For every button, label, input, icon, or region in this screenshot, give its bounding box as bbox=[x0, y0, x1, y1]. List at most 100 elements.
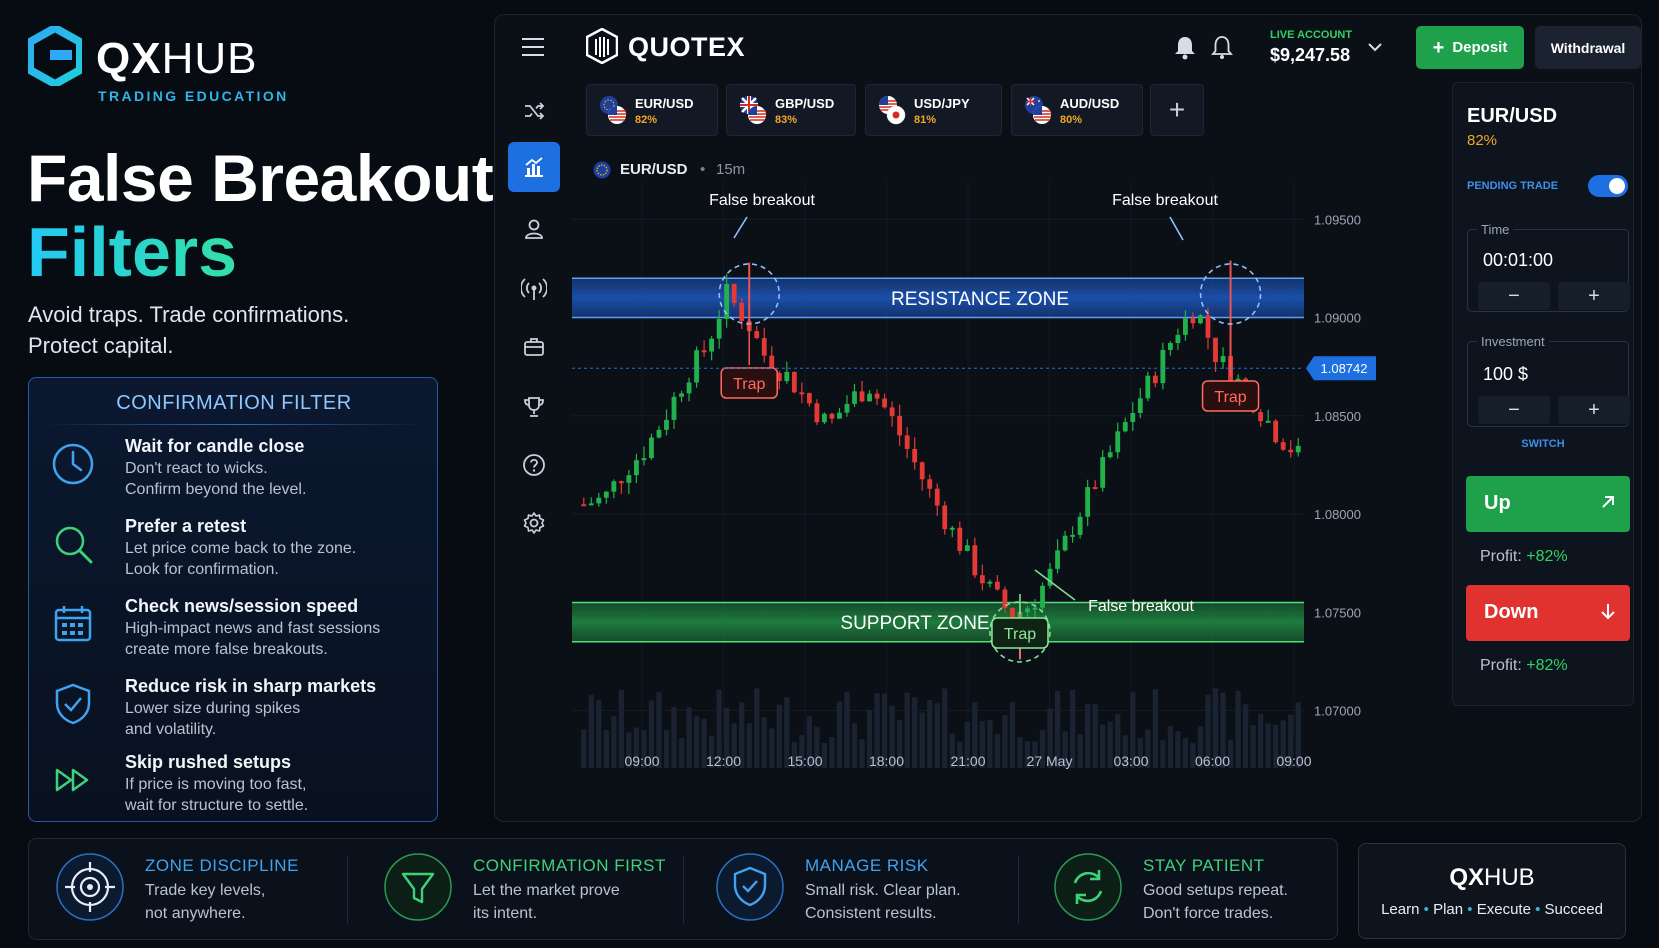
principle-text: Trade key levels, bbox=[145, 882, 266, 899]
sidebar-item-portfolio[interactable] bbox=[508, 322, 560, 372]
withdrawal-button[interactable]: Withdrawal bbox=[1535, 26, 1641, 69]
chart-icon bbox=[525, 157, 543, 177]
filter-heading: Wait for candle close bbox=[125, 436, 305, 456]
chart-timeframe[interactable]: 15m bbox=[716, 161, 746, 178]
candle bbox=[919, 462, 925, 480]
volume-bar bbox=[618, 689, 624, 768]
volume-bar bbox=[693, 715, 700, 768]
switch-button[interactable]: SWITCH bbox=[1521, 438, 1565, 450]
account-balance[interactable]: $9,247.58 bbox=[1270, 45, 1351, 65]
volume-bar bbox=[1182, 737, 1189, 768]
candle bbox=[979, 575, 985, 584]
volume-bar bbox=[784, 697, 790, 768]
refresh-icon bbox=[1054, 853, 1122, 921]
volume-bar bbox=[596, 700, 602, 768]
qx-hub-logo-icon bbox=[28, 26, 82, 86]
trap-label: Trap bbox=[1201, 380, 1260, 412]
down-button[interactable]: Down bbox=[1466, 585, 1630, 641]
volume-bar bbox=[1137, 738, 1143, 768]
signals-bell-icon[interactable] bbox=[1173, 34, 1197, 60]
candle bbox=[754, 331, 760, 339]
candle bbox=[664, 419, 669, 430]
volume-bar bbox=[1273, 724, 1279, 768]
sidebar-item-help[interactable] bbox=[508, 440, 560, 490]
candle bbox=[1077, 516, 1083, 535]
volume-bar bbox=[1062, 731, 1068, 768]
volume-bar bbox=[603, 730, 609, 768]
time-plus-button[interactable]: + bbox=[1558, 282, 1630, 310]
chevron-down-icon[interactable] bbox=[1368, 42, 1382, 52]
time-minus-button[interactable]: − bbox=[1478, 282, 1550, 310]
add-tab-button[interactable]: + bbox=[1150, 84, 1204, 136]
volume-bar bbox=[1205, 694, 1211, 768]
investment-minus-button[interactable]: − bbox=[1478, 396, 1550, 424]
candle bbox=[1295, 445, 1301, 453]
candle bbox=[1152, 375, 1158, 384]
asset-tab[interactable]: GBP/USD 83% bbox=[726, 84, 856, 136]
divider bbox=[347, 856, 348, 924]
asset-tab[interactable]: AUD/USD 80% bbox=[1011, 84, 1143, 136]
candle bbox=[867, 393, 872, 402]
volume-bar bbox=[769, 728, 775, 768]
candle bbox=[679, 393, 684, 397]
sidebar-item-chart[interactable] bbox=[508, 142, 560, 192]
sidebar-item-trades[interactable] bbox=[508, 86, 560, 136]
x-tick-label: 21:00 bbox=[950, 753, 985, 769]
annotations: False breakout False breakout False breako… bbox=[709, 192, 1262, 663]
candle bbox=[1107, 452, 1113, 458]
pending-trade-toggle[interactable] bbox=[1588, 175, 1628, 197]
principle-item: MANAGE RISK Small risk. Clear plan. Cons… bbox=[715, 852, 1035, 930]
account-type-label: LIVE ACCOUNT bbox=[1270, 29, 1353, 41]
volume-bar bbox=[1227, 739, 1234, 768]
sidebar-item-tournaments[interactable] bbox=[508, 382, 560, 432]
volume-bar bbox=[1197, 726, 1204, 768]
y-tick-label: 1.07000 bbox=[1314, 704, 1361, 719]
filter-text: Let price come back to the zone. bbox=[125, 540, 357, 557]
volume-bar bbox=[1242, 704, 1249, 768]
sidebar-item-settings[interactable] bbox=[508, 498, 560, 548]
volume-bar bbox=[1167, 726, 1174, 768]
candle bbox=[964, 545, 970, 551]
volume-bar bbox=[859, 739, 865, 768]
time-value[interactable]: 00:01:00 bbox=[1483, 250, 1554, 270]
investment-field[interactable]: Investment 100 $ − + bbox=[1467, 334, 1630, 427]
menu-icon[interactable] bbox=[522, 38, 546, 58]
volume-bar bbox=[581, 729, 587, 768]
sidebar-item-profile[interactable] bbox=[508, 204, 560, 254]
candle bbox=[942, 505, 948, 530]
volume-bar bbox=[686, 707, 692, 768]
candle bbox=[761, 338, 767, 356]
volume-bar bbox=[739, 702, 745, 768]
asset-tab[interactable]: EUR/USD 82% bbox=[586, 84, 718, 136]
asset-tab[interactable]: USD/JPY 81% bbox=[865, 84, 1002, 136]
annotation-arrow bbox=[1169, 216, 1184, 241]
deposit-button[interactable]: + Deposit bbox=[1416, 26, 1524, 69]
candle bbox=[1265, 420, 1271, 423]
trap-label: Trap bbox=[720, 367, 778, 399]
tab-pair: USD/JPY bbox=[914, 96, 970, 111]
time-field[interactable]: Time 00:01:00 − + bbox=[1467, 222, 1630, 312]
investment-value[interactable]: 100 $ bbox=[1483, 364, 1529, 384]
volume-bar bbox=[949, 733, 955, 768]
candle bbox=[912, 448, 918, 463]
resistance-zone bbox=[572, 278, 1304, 318]
investment-plus-button[interactable]: + bbox=[1558, 396, 1630, 424]
sidebar-item-signals[interactable] bbox=[508, 264, 560, 314]
candle bbox=[731, 283, 737, 303]
volume-bar bbox=[701, 718, 707, 768]
symbol-separator: • bbox=[700, 161, 706, 178]
up-button[interactable]: Up bbox=[1466, 476, 1630, 532]
volume-bar bbox=[919, 712, 925, 768]
breakout-marker bbox=[1199, 263, 1262, 325]
us-jp-flag-icon bbox=[879, 96, 906, 125]
candle bbox=[1167, 343, 1173, 350]
x-tick-label: 09:00 bbox=[1276, 753, 1311, 769]
notifications-bell-icon[interactable] bbox=[1211, 34, 1233, 60]
filter-text: Look for confirmation. bbox=[125, 561, 279, 578]
volume-bar bbox=[724, 707, 730, 768]
target-icon bbox=[56, 853, 124, 921]
candle bbox=[852, 391, 857, 404]
price-chart[interactable]: RESISTANCE ZONE SUPPORT ZONE False breako… bbox=[572, 180, 1390, 798]
volume-bar bbox=[716, 689, 722, 768]
principle-text: Consistent results. bbox=[805, 905, 937, 922]
